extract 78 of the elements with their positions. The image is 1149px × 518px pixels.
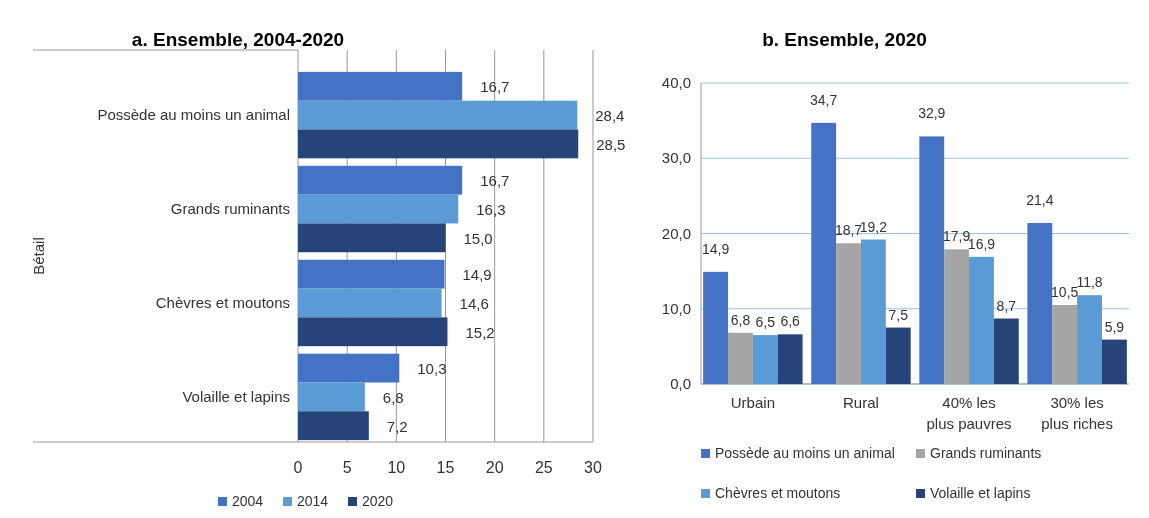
data-label: 16,7 — [480, 78, 510, 96]
bar — [1101, 339, 1127, 384]
bar — [298, 259, 445, 289]
data-label: 14,9 — [462, 266, 492, 284]
bar — [993, 318, 1019, 384]
legend-label: Volaille et lapins — [930, 485, 1031, 501]
data-label: 14,6 — [459, 294, 489, 312]
bar — [860, 239, 886, 384]
y-tick-label: 30,0 — [661, 149, 691, 167]
x-tick-label: 15 — [436, 459, 455, 476]
bar — [703, 271, 729, 384]
x-tick-label: 5 — [342, 459, 352, 476]
bar — [1027, 222, 1053, 384]
bar — [298, 71, 463, 101]
y-tick-label: 40,0 — [661, 74, 691, 91]
legend-label: 2004 — [232, 493, 264, 509]
chart-title: b. Ensemble, 2020 — [762, 29, 927, 50]
y-axis-title: Bétail — [30, 237, 47, 275]
bar — [298, 223, 446, 253]
legend-label: Possède au moins un animal — [715, 445, 895, 461]
data-label: 7,5 — [888, 306, 909, 323]
data-label: 14,9 — [701, 240, 730, 257]
x-tick-label: 20 — [485, 459, 504, 476]
x-tick-label: Rural — [843, 394, 879, 411]
bar — [298, 317, 448, 347]
x-tick-label: Urbain — [730, 394, 775, 411]
legend-label: 2020 — [362, 493, 394, 509]
x-tick-label: 30 — [584, 459, 602, 476]
y-tick-label: 0,0 — [670, 375, 691, 392]
data-label: 6,6 — [780, 313, 801, 330]
data-label: 32,9 — [918, 105, 946, 122]
data-label: 34,7 — [810, 91, 838, 108]
data-label: 10,5 — [1051, 283, 1079, 300]
x-tick-label: 0 — [293, 459, 303, 476]
legend-label: 2014 — [297, 493, 329, 509]
bar — [298, 288, 442, 318]
y-tick-label: 20,0 — [661, 224, 691, 242]
data-label: 28,5 — [596, 135, 626, 153]
data-label: 11,8 — [1076, 274, 1103, 291]
y-tick-label: Possède au moins un animal — [97, 106, 290, 124]
x-tick-label: 25 — [534, 459, 553, 476]
bar — [777, 334, 803, 384]
bar — [298, 165, 463, 195]
bar — [969, 256, 994, 384]
legend-label: Grands ruminants — [930, 445, 1042, 461]
legend-label: Chèvres et moutons — [715, 485, 841, 501]
data-label: 6,8 — [730, 311, 751, 328]
bar — [885, 327, 911, 384]
bar — [752, 335, 778, 384]
x-tick-label: 30% les plus riches — [1041, 394, 1113, 432]
data-label: 16,3 — [476, 201, 506, 219]
data-label: 15,2 — [465, 323, 495, 341]
chart-title: a. Ensemble, 2004-2020 — [131, 29, 345, 50]
data-label: 16,7 — [480, 172, 510, 190]
bar — [298, 100, 578, 130]
x-tick-label: 40% les plus pauvres — [926, 394, 1012, 432]
bar — [298, 382, 365, 412]
y-tick-label: Grands ruminants — [170, 200, 290, 218]
y-tick-label: Chèvres et moutons — [155, 293, 290, 311]
data-label: 15,0 — [463, 229, 493, 247]
bar — [919, 136, 945, 384]
data-label: 7,2 — [386, 417, 408, 435]
y-tick-label: 10,0 — [661, 299, 691, 317]
bar — [298, 411, 369, 441]
data-label: 10,3 — [417, 360, 447, 378]
bar — [811, 122, 837, 384]
data-label: 6,5 — [755, 314, 776, 331]
data-label: 8,7 — [996, 297, 1017, 314]
x-tick-label: 10 — [387, 459, 406, 476]
data-label: 28,4 — [595, 107, 625, 125]
y-tick-label: Volaille et lapins — [182, 387, 290, 405]
data-label: 21,4 — [1026, 191, 1054, 208]
data-label: 5,9 — [1104, 318, 1125, 335]
bar — [298, 194, 459, 224]
bar — [298, 129, 579, 159]
bar — [1077, 295, 1102, 384]
bar — [298, 353, 400, 383]
data-label: 6,8 — [382, 388, 404, 406]
